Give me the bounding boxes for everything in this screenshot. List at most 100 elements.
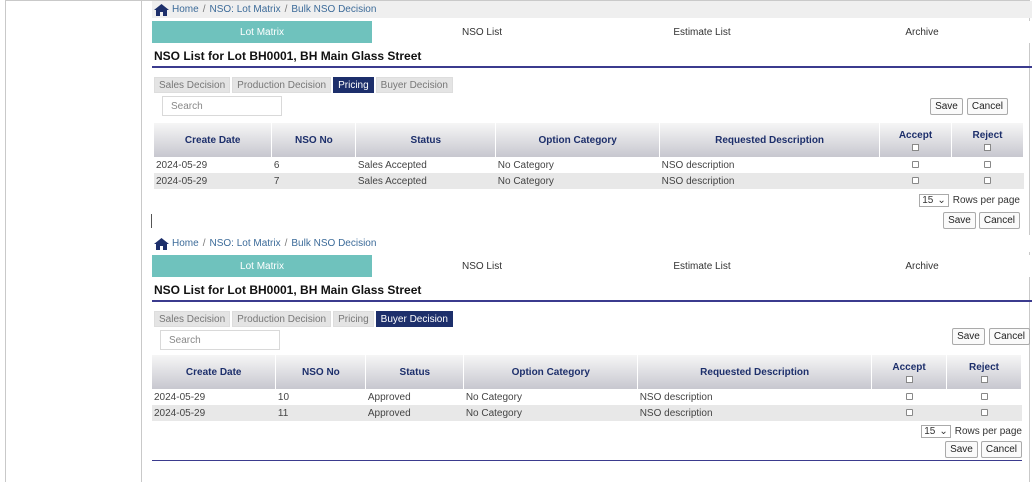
cell-nso-no: 11: [275, 405, 366, 421]
reject-all-checkbox[interactable]: [983, 143, 991, 151]
nav-tabs: Lot Matrix NSO List Estimate List Archiv…: [152, 21, 1032, 43]
col-create-date[interactable]: Create Date: [154, 123, 273, 157]
reject-checkbox[interactable]: [983, 177, 991, 185]
tab-archive[interactable]: Archive: [812, 255, 1032, 277]
reject-all-checkbox[interactable]: [980, 375, 988, 383]
cell-create-date: 2024-05-29: [154, 391, 206, 403]
cell-status: Sales Accepted: [357, 159, 427, 171]
search-input[interactable]: Search: [162, 96, 282, 116]
subtab-buyer-decision[interactable]: Buyer Decision: [375, 311, 453, 327]
reject-checkbox[interactable]: [983, 161, 991, 169]
cancel-button-bottom[interactable]: Cancel: [978, 212, 1020, 229]
text-cursor: [151, 214, 152, 228]
subtab-production-decision[interactable]: Production Decision: [232, 77, 332, 93]
col-nso-no[interactable]: NSO No: [271, 123, 357, 157]
breadcrumb-lot-matrix[interactable]: NSO: Lot Matrix: [209, 4, 281, 15]
cell-requested-description: NSO description: [639, 391, 713, 403]
tab-estimate-list[interactable]: Estimate List: [592, 21, 812, 43]
col-option-category[interactable]: Option Category: [463, 355, 639, 389]
home-icon[interactable]: [154, 237, 169, 250]
reject-checkbox[interactable]: [980, 393, 988, 401]
decision-sub-tabs: Sales Decision Production Decision Prici…: [152, 311, 1032, 327]
save-button[interactable]: Save: [952, 328, 985, 345]
col-status[interactable]: Status: [365, 355, 465, 389]
search-input[interactable]: Search: [160, 330, 280, 350]
cell-accept: [879, 173, 952, 189]
breadcrumb-home[interactable]: Home: [172, 238, 199, 249]
table-row: 2024-05-29 11 Approved No Category NSO d…: [152, 405, 1022, 421]
cell-nso-no: 7: [271, 173, 356, 189]
cancel-button[interactable]: Cancel: [966, 98, 1008, 115]
accept-all-checkbox[interactable]: [905, 375, 913, 383]
col-reject: Reject: [951, 123, 1025, 157]
save-button-bottom[interactable]: Save: [945, 441, 978, 458]
cell-requested-description: NSO description: [637, 405, 872, 421]
rows-per-page-label: Rows per page: [952, 194, 1020, 206]
subtab-sales-decision[interactable]: Sales Decision: [154, 311, 231, 327]
cell-create-date: 2024-05-29: [154, 173, 272, 189]
breadcrumb: Home / NSO: Lot Matrix / Bulk NSO Decisi…: [152, 235, 1032, 252]
cell-accept: [871, 405, 947, 421]
chevron-down-icon: ⌄: [937, 194, 946, 206]
col-status[interactable]: Status: [355, 123, 497, 157]
cell-reject: [951, 157, 1023, 173]
cell-status: Approved: [367, 391, 411, 403]
col-reject-label: Reject: [972, 129, 1003, 141]
subtab-pricing[interactable]: Pricing: [333, 77, 374, 93]
tab-nso-list[interactable]: NSO List: [372, 21, 592, 43]
col-accept-label: Accept: [892, 361, 926, 373]
col-option-category[interactable]: Option Category: [495, 123, 661, 157]
save-button-bottom[interactable]: Save: [943, 212, 976, 229]
page-title: NSO List for Lot BH0001, BH Main Glass S…: [154, 283, 422, 297]
save-button[interactable]: Save: [930, 98, 963, 115]
tab-estimate-list[interactable]: Estimate List: [592, 255, 812, 277]
cell-accept: [880, 157, 952, 173]
rows-per-page-select[interactable]: 15 ⌄: [919, 193, 949, 207]
cell-option-category: No Category: [463, 405, 638, 421]
breadcrumb: Home / NSO: Lot Matrix / Bulk NSO Decisi…: [152, 1, 1032, 18]
tab-lot-matrix[interactable]: Lot Matrix: [152, 255, 372, 277]
subtab-buyer-decision[interactable]: Buyer Decision: [375, 77, 453, 93]
bottom-divider: [152, 460, 1022, 461]
cell-status: Approved: [365, 405, 464, 421]
col-requested-description[interactable]: Requested Description: [659, 123, 881, 157]
accept-all-checkbox[interactable]: [912, 143, 919, 151]
cancel-button[interactable]: Cancel: [988, 328, 1030, 345]
rows-per-page-label: Rows per page: [954, 425, 1022, 437]
breadcrumb-separator: /: [202, 238, 206, 249]
frame-top-border: [5, 0, 1030, 1]
accept-checkbox[interactable]: [905, 409, 913, 417]
accept-checkbox[interactable]: [912, 161, 919, 169]
subtab-sales-decision[interactable]: Sales Decision: [154, 77, 231, 93]
subtab-pricing[interactable]: Pricing: [333, 311, 374, 327]
home-icon[interactable]: [154, 3, 169, 16]
tab-archive[interactable]: Archive: [812, 21, 1032, 43]
reject-checkbox[interactable]: [980, 409, 988, 417]
cell-accept: [872, 389, 947, 405]
col-reject: Reject: [946, 355, 1022, 389]
sidebar-divider: [141, 0, 142, 482]
breadcrumb-home[interactable]: Home: [172, 4, 199, 15]
breadcrumb-separator: /: [284, 4, 288, 15]
nso-table: Create Date NSO No Status Option Categor…: [152, 355, 1022, 421]
subtab-production-decision[interactable]: Production Decision: [232, 311, 332, 327]
rows-per-page-select[interactable]: 15 ⌄: [921, 424, 951, 438]
tab-lot-matrix[interactable]: Lot Matrix: [152, 21, 372, 43]
title-divider: [152, 66, 1032, 68]
accept-checkbox[interactable]: [912, 177, 919, 185]
col-requested-description[interactable]: Requested Description: [637, 355, 873, 389]
cancel-button-bottom[interactable]: Cancel: [980, 441, 1022, 458]
accept-checkbox[interactable]: [905, 393, 913, 401]
cell-nso-no: 10: [277, 391, 290, 403]
rows-per-page-value: 15: [924, 425, 936, 437]
cell-option-category: No Category: [465, 391, 522, 403]
col-nso-no[interactable]: NSO No: [275, 355, 367, 389]
tab-nso-list[interactable]: NSO List: [372, 255, 592, 277]
pagination: 15 ⌄ Rows per page: [152, 193, 1020, 207]
cell-create-date: 2024-05-29: [152, 405, 276, 421]
breadcrumb-lot-matrix[interactable]: NSO: Lot Matrix: [209, 238, 281, 249]
col-create-date[interactable]: Create Date: [152, 355, 277, 389]
cell-create-date: 2024-05-29: [156, 159, 208, 171]
cell-option-category: No Category: [497, 159, 554, 171]
cell-requested-description: NSO description: [661, 159, 735, 171]
